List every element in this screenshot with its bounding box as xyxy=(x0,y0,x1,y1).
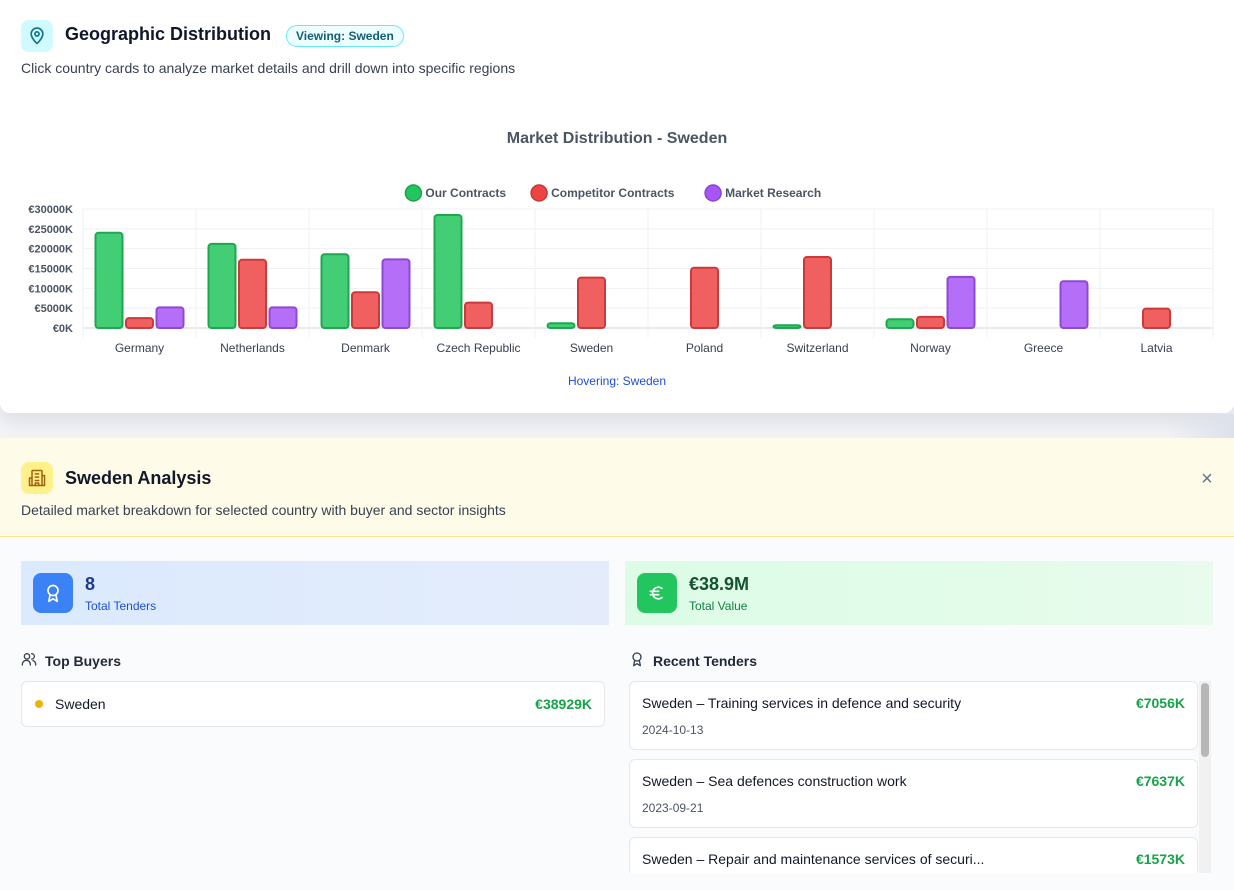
buyer-item[interactable]: Sweden €38929K xyxy=(21,681,605,727)
chart-bar xyxy=(1142,307,1171,330)
chart-bar xyxy=(155,306,185,330)
map-pin-icon xyxy=(21,20,53,52)
top-buyers-title: Top Buyers xyxy=(45,652,121,669)
x-tick-label: Switzerland xyxy=(786,341,848,355)
chart-bar xyxy=(351,291,380,330)
analysis-subtitle: Detailed market breakdown for selected c… xyxy=(21,502,506,518)
legend-swatch xyxy=(704,184,722,202)
y-tick-label: €5000K xyxy=(34,303,73,315)
award-icon xyxy=(629,651,645,670)
chart-bar xyxy=(772,324,802,329)
chart-bar xyxy=(885,318,915,329)
building-icon xyxy=(21,462,53,494)
y-tick-label: €30000K xyxy=(28,204,73,216)
tender-value: €7056K xyxy=(1135,695,1185,711)
chart-bar xyxy=(238,258,267,329)
chart-bar xyxy=(690,266,719,329)
chart-bar xyxy=(916,315,945,329)
legend-swatch xyxy=(404,184,423,202)
total-tenders-label: Total Tenders xyxy=(85,599,157,613)
chart-bar xyxy=(464,301,493,329)
chart-bar xyxy=(1059,280,1089,329)
tender-item[interactable]: Sweden – Repair and maintenance services… xyxy=(629,837,1198,873)
recent-tenders-list[interactable]: Sweden – Training services in defence an… xyxy=(629,681,1213,873)
top-buyers-heading: Top Buyers xyxy=(21,651,121,670)
tender-title: Sweden – Sea defences construction work xyxy=(642,773,907,789)
y-tick-label: €0K xyxy=(53,323,73,335)
total-value-label: Total Value xyxy=(689,599,748,613)
viewing-badge: Viewing: Sweden xyxy=(286,25,404,47)
x-tick-label: Norway xyxy=(910,341,951,355)
tenders-scrollbar[interactable] xyxy=(1199,681,1211,873)
buyer-value: €38929K xyxy=(535,696,592,712)
buyer-dot xyxy=(35,700,43,708)
scrollbar-thumb[interactable] xyxy=(1201,683,1209,757)
chart-bar xyxy=(207,242,237,329)
x-tick-label: Poland xyxy=(686,341,723,355)
tender-item[interactable]: Sweden – Sea defences construction work … xyxy=(629,759,1198,828)
users-icon xyxy=(21,651,37,670)
award-icon xyxy=(33,573,73,613)
page-subtitle: Click country cards to analyze market de… xyxy=(21,60,516,76)
total-tenders-card: 8 Total Tenders xyxy=(21,561,609,625)
x-tick-label: Sweden xyxy=(570,341,613,355)
y-tick-label: €15000K xyxy=(28,264,73,276)
tender-date: 2024-10-13 xyxy=(642,723,704,737)
geographic-distribution-panel: Geographic Distribution Viewing: Sweden … xyxy=(0,0,1234,413)
x-tick-label: Denmark xyxy=(341,341,391,355)
x-tick-label: Netherlands xyxy=(220,341,285,355)
legend-swatch xyxy=(530,184,548,202)
chart-bar xyxy=(546,322,576,330)
total-value-card: €38.9M Total Value xyxy=(625,561,1213,625)
y-tick-label: €20000K xyxy=(28,244,73,256)
country-analysis-panel: Sweden Analysis × Detailed market breakd… xyxy=(0,438,1234,890)
legend-label: Market Research xyxy=(725,186,821,200)
close-button[interactable]: × xyxy=(1201,468,1213,490)
recent-tenders-heading: Recent Tenders xyxy=(629,651,757,670)
chart-bar xyxy=(803,255,832,330)
x-tick-label: Czech Republic xyxy=(436,341,520,355)
euro-icon xyxy=(637,573,677,613)
total-value-value: €38.9M xyxy=(689,574,750,594)
y-tick-label: €10000K xyxy=(28,283,73,295)
chart-bar xyxy=(125,317,154,329)
chart-bar xyxy=(381,258,411,329)
analysis-header: Sweden Analysis × Detailed market breakd… xyxy=(0,438,1234,537)
chart-bar xyxy=(433,213,463,329)
legend-label: Our Contracts xyxy=(425,186,506,200)
tender-title: Sweden – Repair and maintenance services… xyxy=(642,851,985,867)
legend-label: Competitor Contracts xyxy=(551,186,675,200)
tender-value: €7637K xyxy=(1135,773,1185,789)
tender-value: €1573K xyxy=(1135,851,1185,867)
total-tenders-value: 8 xyxy=(85,574,96,594)
chart-bar xyxy=(268,306,298,330)
buyer-name: Sweden xyxy=(55,696,106,712)
page-title: Geographic Distribution xyxy=(65,24,272,44)
chart-bar xyxy=(320,253,350,329)
chart-bar xyxy=(946,275,976,329)
recent-tenders-title: Recent Tenders xyxy=(653,652,757,669)
chart-hover-text: Hovering: Sweden xyxy=(567,374,667,388)
chart-bar xyxy=(577,276,606,330)
x-tick-label: Germany xyxy=(115,341,164,355)
analysis-title: Sweden Analysis xyxy=(65,468,212,488)
chart-bar xyxy=(94,231,124,329)
x-tick-label: Latvia xyxy=(1140,341,1172,355)
x-tick-label: Greece xyxy=(1024,341,1064,355)
tender-date: 2023-09-21 xyxy=(642,801,704,815)
y-tick-label: €25000K xyxy=(28,224,73,236)
tender-title: Sweden – Training services in defence an… xyxy=(642,695,962,711)
market-distribution-chart[interactable]: Market Distribution - Sweden Our Contract… xyxy=(0,110,1234,370)
chart-title: Market Distribution - Sweden xyxy=(507,130,727,147)
tender-item[interactable]: Sweden – Training services in defence an… xyxy=(629,681,1198,750)
